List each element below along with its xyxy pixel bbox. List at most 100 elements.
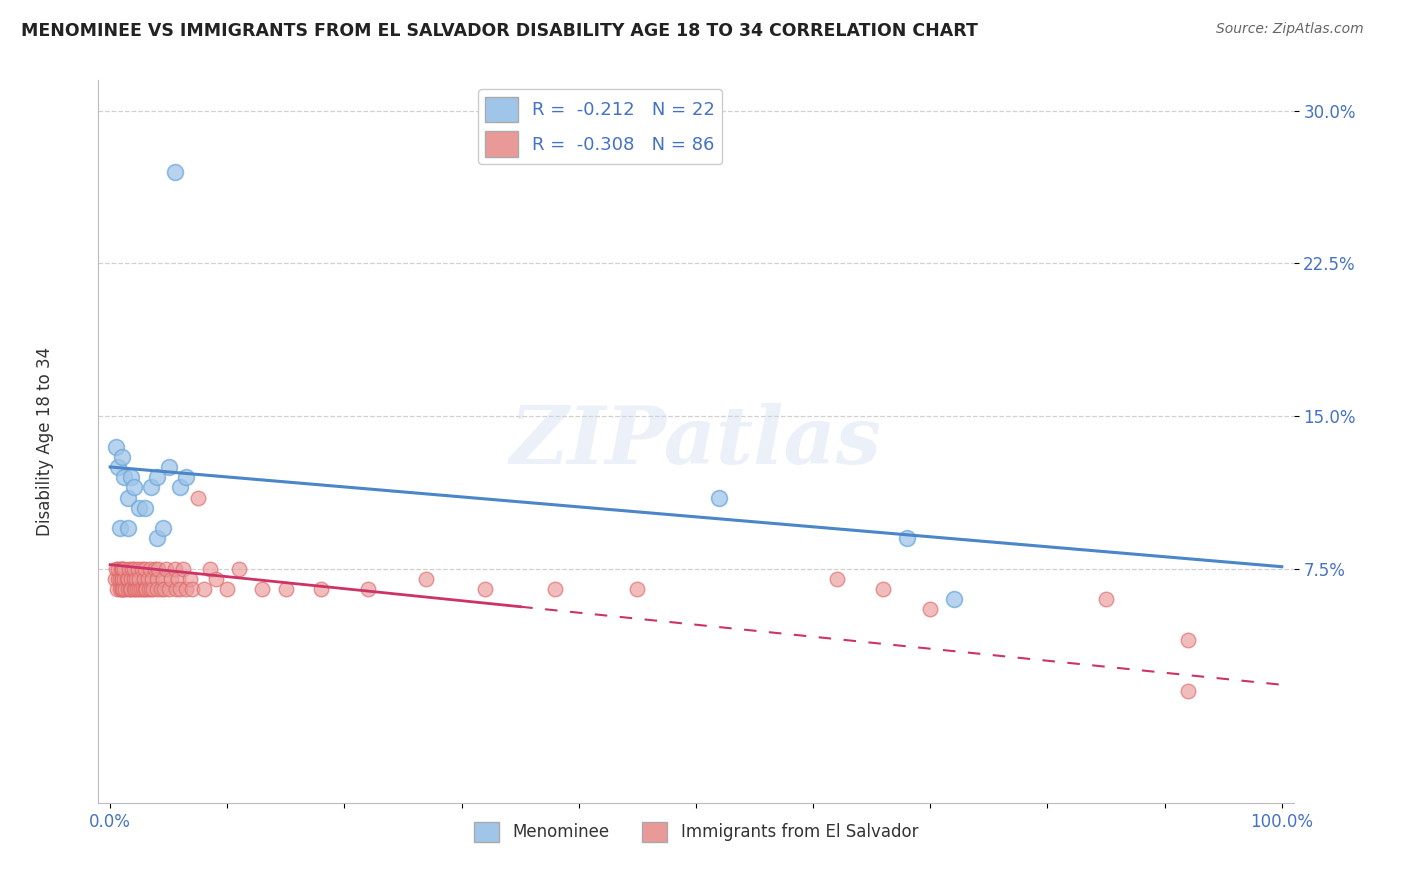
Point — [942, 592, 965, 607]
Point — [139, 562, 162, 576]
Point — [121, 562, 143, 576]
Point — [146, 582, 169, 596]
Point — [160, 572, 183, 586]
Point — [125, 572, 148, 586]
Point — [174, 582, 197, 596]
Point — [128, 582, 150, 596]
Point — [108, 521, 131, 535]
Point — [146, 470, 169, 484]
Point — [165, 582, 187, 596]
Point — [544, 582, 567, 596]
Point — [110, 562, 132, 576]
Point — [179, 572, 201, 586]
Point — [128, 500, 150, 515]
Point — [228, 562, 250, 576]
Point — [193, 582, 215, 596]
Point — [120, 470, 142, 484]
Point — [120, 572, 142, 586]
Point — [111, 562, 134, 576]
Point — [415, 572, 437, 586]
Point — [117, 521, 139, 535]
Point — [111, 572, 134, 586]
Point — [274, 582, 297, 596]
Point — [174, 470, 197, 484]
Point — [148, 562, 170, 576]
Point — [187, 491, 209, 505]
Point — [163, 165, 186, 179]
Point — [112, 470, 135, 484]
Point — [105, 562, 128, 576]
Point — [112, 582, 135, 596]
Point — [136, 572, 159, 586]
Point — [198, 562, 221, 576]
Point — [872, 582, 894, 596]
Point — [111, 572, 134, 586]
Point — [111, 582, 134, 596]
Point — [626, 582, 648, 596]
Point — [120, 582, 141, 596]
Point — [163, 562, 186, 576]
Text: Disability Age 18 to 34: Disability Age 18 to 34 — [35, 347, 53, 536]
Point — [141, 480, 163, 494]
Point — [152, 572, 174, 586]
Point — [122, 480, 145, 494]
Legend: Menominee, Immigrants from El Salvador: Menominee, Immigrants from El Salvador — [467, 815, 925, 848]
Point — [1095, 592, 1118, 607]
Point — [117, 582, 139, 596]
Point — [135, 582, 157, 596]
Point — [114, 582, 136, 596]
Text: Source: ZipAtlas.com: Source: ZipAtlas.com — [1216, 22, 1364, 37]
Point — [1177, 684, 1199, 698]
Point — [128, 572, 150, 586]
Point — [112, 572, 135, 586]
Point — [107, 572, 129, 586]
Point — [896, 531, 918, 545]
Point — [141, 582, 163, 596]
Point — [204, 572, 226, 586]
Point — [105, 440, 128, 454]
Point — [107, 562, 129, 576]
Point — [309, 582, 332, 596]
Point — [108, 572, 131, 586]
Point — [134, 500, 156, 515]
Point — [127, 582, 149, 596]
Point — [155, 562, 177, 576]
Point — [474, 582, 496, 596]
Point — [181, 582, 204, 596]
Point — [117, 491, 139, 505]
Point — [1177, 632, 1199, 647]
Point — [132, 582, 155, 596]
Point — [143, 562, 166, 576]
Point — [105, 582, 128, 596]
Point — [149, 582, 172, 596]
Point — [134, 562, 156, 576]
Point — [825, 572, 848, 586]
Point — [252, 582, 274, 596]
Point — [134, 582, 156, 596]
Point — [152, 521, 174, 535]
Point — [167, 572, 190, 586]
Point — [920, 602, 942, 616]
Point — [112, 562, 135, 576]
Point — [122, 582, 145, 596]
Point — [120, 582, 142, 596]
Point — [129, 582, 152, 596]
Point — [153, 582, 176, 596]
Point — [124, 582, 146, 596]
Point — [146, 572, 169, 586]
Text: MENOMINEE VS IMMIGRANTS FROM EL SALVADOR DISABILITY AGE 18 TO 34 CORRELATION CHA: MENOMINEE VS IMMIGRANTS FROM EL SALVADOR… — [21, 22, 979, 40]
Point — [122, 562, 145, 576]
Point — [132, 572, 156, 586]
Point — [709, 491, 731, 505]
Point — [157, 582, 180, 596]
Point — [104, 572, 127, 586]
Point — [172, 562, 194, 576]
Point — [111, 450, 134, 464]
Point — [111, 582, 134, 596]
Point — [122, 572, 145, 586]
Point — [169, 582, 191, 596]
Point — [131, 562, 153, 576]
Point — [118, 562, 141, 576]
Point — [108, 582, 131, 596]
Point — [169, 480, 191, 494]
